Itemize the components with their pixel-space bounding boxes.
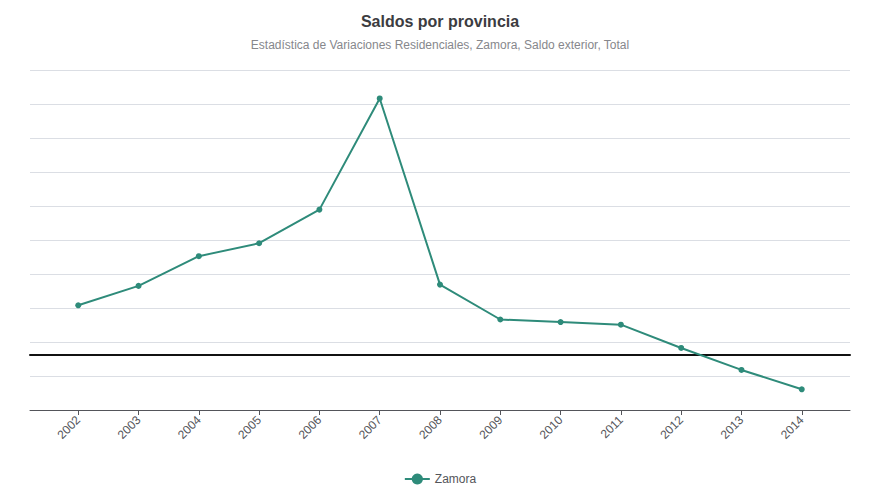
svg-text:2010: 2010 bbox=[537, 413, 566, 442]
svg-text:2006: 2006 bbox=[296, 413, 325, 442]
svg-text:2005: 2005 bbox=[235, 413, 264, 442]
svg-text:2008: 2008 bbox=[416, 413, 445, 442]
svg-text:2002: 2002 bbox=[54, 413, 83, 442]
svg-text:2007: 2007 bbox=[356, 413, 385, 442]
svg-text:2012: 2012 bbox=[657, 413, 686, 442]
svg-text:Zamora: Zamora bbox=[435, 472, 477, 486]
svg-text:2011: 2011 bbox=[598, 413, 626, 441]
svg-text:Saldos por provincia: Saldos por provincia bbox=[361, 13, 519, 30]
svg-text:2013: 2013 bbox=[718, 413, 747, 442]
svg-text:Estadística de Variaciones Res: Estadística de Variaciones Residenciales… bbox=[251, 38, 629, 52]
svg-text:2003: 2003 bbox=[115, 413, 144, 442]
svg-text:2014: 2014 bbox=[778, 413, 807, 442]
svg-text:2009: 2009 bbox=[476, 413, 505, 442]
svg-text:2004: 2004 bbox=[175, 413, 204, 442]
